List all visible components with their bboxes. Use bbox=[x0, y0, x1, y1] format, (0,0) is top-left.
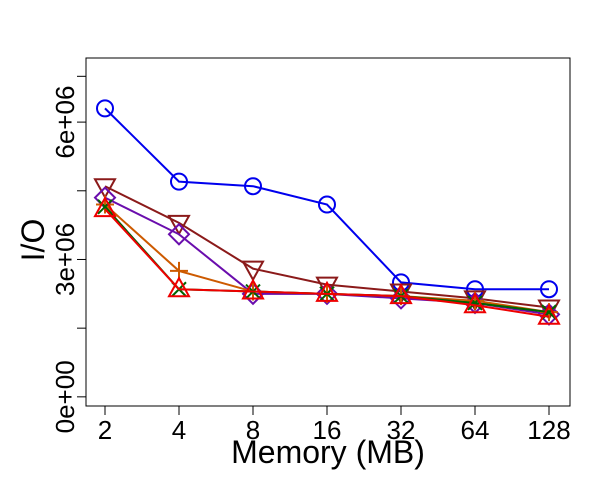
x-tick-label: 64 bbox=[461, 415, 490, 445]
series-5 bbox=[93, 196, 561, 325]
y-tick-label: 3e+06 bbox=[50, 223, 80, 296]
marker-triangle-down bbox=[167, 214, 191, 236]
y-tick-label: 6e+06 bbox=[50, 86, 80, 159]
x-tick-label: 2 bbox=[98, 415, 112, 445]
marker-diamond bbox=[167, 222, 191, 246]
plot-frame bbox=[85, 57, 571, 407]
series-line bbox=[104, 107, 549, 291]
x-tick-label: 128 bbox=[527, 415, 570, 445]
y-axis-label: I/O bbox=[15, 219, 51, 262]
x-tick-label: 4 bbox=[172, 415, 186, 445]
series-3 bbox=[96, 195, 558, 322]
marker-cross bbox=[97, 199, 113, 215]
series-layer bbox=[93, 99, 561, 326]
series-line bbox=[104, 208, 550, 318]
x-tick-label: 16 bbox=[313, 415, 342, 445]
x-tick-label: 32 bbox=[387, 415, 416, 445]
marker-triangle-up bbox=[389, 283, 413, 305]
x-axis-label: Memory (MB) bbox=[231, 434, 425, 470]
y-tick-label: 0e+00 bbox=[50, 360, 80, 433]
marker-circle bbox=[96, 99, 114, 118]
marker-triangle-up bbox=[537, 303, 561, 325]
marker-triangle-up bbox=[241, 278, 265, 300]
marker-triangle-down bbox=[315, 276, 339, 298]
marker-triangle-down bbox=[241, 260, 265, 282]
marker-triangle-up bbox=[315, 280, 339, 302]
marker-triangle-down bbox=[93, 178, 117, 200]
marker-triangle-up bbox=[463, 292, 487, 314]
marker-triangle-up bbox=[93, 196, 117, 218]
marker-cross bbox=[467, 295, 483, 311]
marker-diamond bbox=[315, 282, 339, 306]
marker-circle bbox=[170, 172, 188, 191]
x-tick-label: 8 bbox=[246, 415, 260, 445]
axes: 2 4 8 16 32 64 128 0e+00 3e+06 6e+06 bbox=[50, 75, 571, 445]
marker-triangle-up bbox=[167, 276, 191, 298]
marker-circle bbox=[540, 280, 558, 299]
series-0 bbox=[96, 99, 558, 299]
marker-circle bbox=[318, 195, 336, 214]
marker-circle bbox=[244, 177, 262, 196]
